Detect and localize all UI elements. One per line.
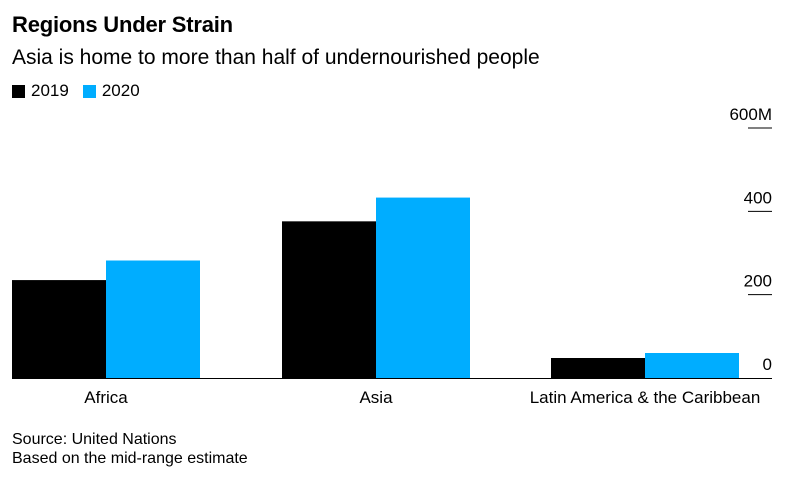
- source-line: Source: United Nations: [12, 431, 177, 448]
- legend-label-2020: 2020: [101, 81, 140, 100]
- legend-item-2019: 2019: [12, 81, 69, 101]
- y-tick-label: 200: [744, 272, 772, 291]
- legend-label-2019: 2019: [31, 81, 69, 100]
- method-note: Based on the mid-range estimate: [12, 450, 248, 467]
- y-tick-label: 0: [763, 355, 772, 374]
- y-tick-label: 400: [744, 188, 772, 207]
- x-category-label: Latin America & the Caribbean: [530, 388, 761, 407]
- bar-2019-2: [551, 358, 645, 378]
- chart-subtitle: Asia is home to more than half of undern…: [12, 46, 540, 69]
- source-note: Source: United Nations Based on the mid-…: [12, 430, 248, 468]
- legend-swatch-2019: [12, 84, 25, 98]
- bar-2019-1: [282, 221, 376, 378]
- chart-title: Regions Under Strain: [12, 12, 233, 37]
- x-category-label: Asia: [359, 388, 393, 407]
- legend: 2019 2020: [12, 81, 154, 101]
- y-tick-label: 600M: [729, 105, 772, 124]
- x-category-label: Africa: [84, 388, 128, 407]
- bar-2020-1: [376, 197, 470, 378]
- bar-2020-0: [106, 260, 200, 378]
- legend-swatch-2020: [82, 84, 96, 98]
- legend-item-2020: 2020: [82, 81, 140, 101]
- bar-2020-2: [645, 353, 739, 378]
- bar-2019-0: [12, 280, 106, 378]
